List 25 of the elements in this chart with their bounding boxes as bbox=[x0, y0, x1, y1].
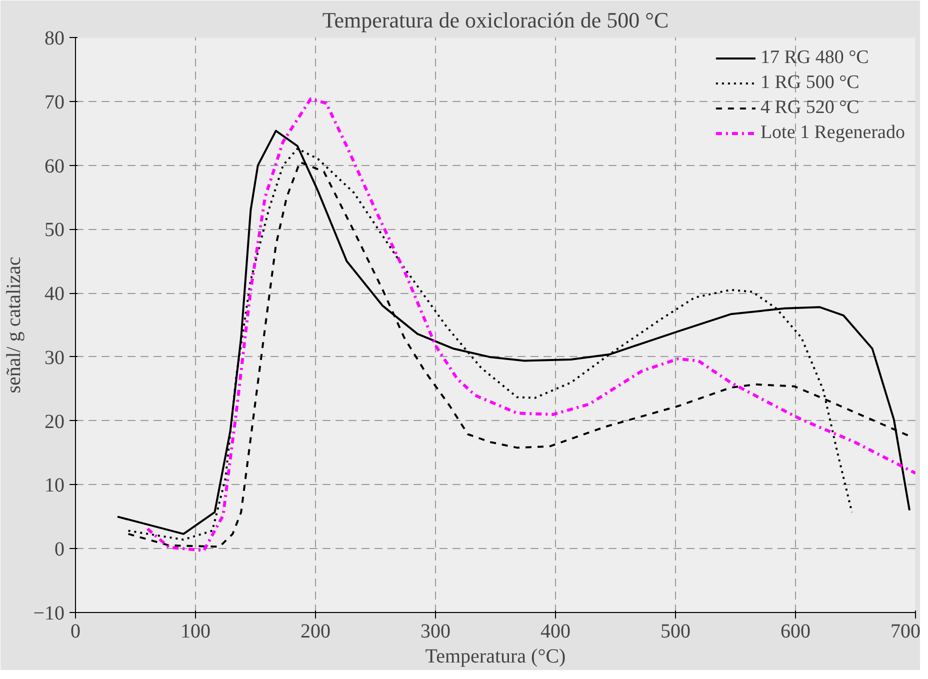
y-axis-title: señal/ g catalizac bbox=[3, 256, 26, 394]
y-tick-label: 10 bbox=[44, 474, 64, 497]
y-tick-label: 30 bbox=[44, 346, 64, 369]
y-tick-label: 80 bbox=[44, 28, 64, 50]
y-tick-label: 50 bbox=[44, 219, 64, 242]
x-tick-label: 300 bbox=[420, 620, 450, 642]
legend-label: 4 RG 520 °C bbox=[760, 97, 860, 119]
legend-label: 17 RG 480 °C bbox=[760, 47, 869, 69]
x-axis-title: Temperatura (°C) bbox=[425, 646, 566, 668]
x-tick-label: 600 bbox=[780, 620, 810, 642]
y-tick-label: 40 bbox=[44, 283, 64, 306]
legend-label: 1 RG 500 °C bbox=[760, 72, 860, 94]
x-tick-label: 400 bbox=[540, 620, 570, 642]
y-tick-label: 60 bbox=[44, 155, 64, 178]
x-tick-label: 500 bbox=[660, 620, 690, 642]
x-tick-label: 700 bbox=[890, 620, 920, 642]
x-tick-label: 100 bbox=[180, 620, 210, 642]
y-tick-label: 20 bbox=[44, 410, 64, 433]
x-tick-label: 0 bbox=[70, 620, 80, 642]
y-tick-label: 70 bbox=[44, 91, 64, 114]
x-tick-label: 200 bbox=[300, 620, 330, 642]
chart-title: Temperatura de oxicloración de 500 °C bbox=[322, 8, 669, 32]
y-tick-label: 0 bbox=[54, 538, 64, 561]
y-tick-label: −10 bbox=[33, 602, 64, 624]
legend-label: Lote 1 Regenerado bbox=[760, 122, 905, 144]
